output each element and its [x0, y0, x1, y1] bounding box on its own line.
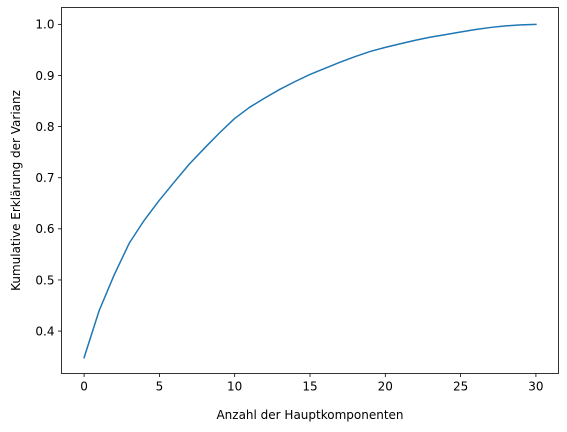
- x-tick-label: 10: [227, 380, 242, 394]
- y-axis-ticks: 0.4 0.5 0.6 0.7 0.8 0.9 1.0: [35, 18, 62, 338]
- x-tick-label: 30: [528, 380, 543, 394]
- x-tick-label: 20: [378, 380, 393, 394]
- y-axis-label: Kumulative Erklärung der Varianz: [9, 90, 23, 291]
- y-tick-label: 0.6: [35, 222, 54, 236]
- x-axis-ticks: 0 5 10 15 20 25 30: [80, 373, 544, 394]
- x-tick-label: 15: [302, 380, 317, 394]
- x-tick-label: 0: [80, 380, 88, 394]
- plot-layer: [83, 23, 537, 359]
- y-tick-label: 1.0: [35, 18, 54, 32]
- series-line-0: [83, 23, 537, 359]
- x-tick-label: 5: [156, 380, 164, 394]
- x-axis-label: Anzahl der Hauptkomponenten: [216, 408, 403, 422]
- y-tick-label: 0.5: [35, 273, 54, 287]
- y-tick-label: 0.8: [35, 120, 54, 134]
- x-tick-label: 25: [453, 380, 468, 394]
- y-tick-label: 0.9: [35, 69, 54, 83]
- y-tick-label: 0.7: [35, 171, 54, 185]
- y-tick-label: 0.4: [35, 324, 54, 338]
